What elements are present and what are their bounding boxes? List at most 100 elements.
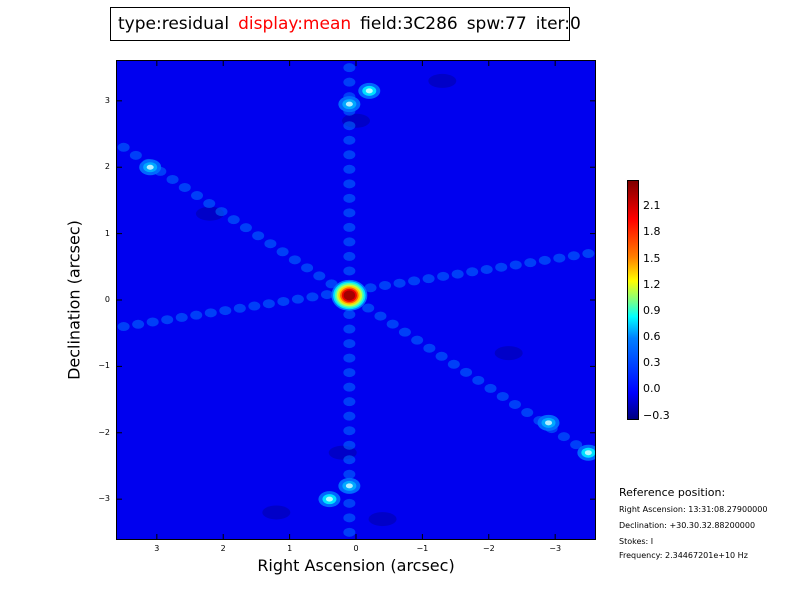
ridge-2-blob	[343, 251, 356, 261]
ridge-2-blob	[343, 266, 356, 276]
ridge-0-blob	[252, 231, 265, 241]
ridge-1-blob	[466, 267, 479, 277]
y-tick-label: 0	[104, 295, 110, 304]
y-tick-label: 2	[104, 162, 110, 172]
ridge-2-blob	[343, 353, 356, 363]
title-display: display:mean	[238, 14, 352, 34]
ridge-2-blob	[343, 324, 356, 334]
ridge-0-blob	[362, 303, 375, 313]
ridge-0-blob	[570, 440, 583, 450]
ridge-2-blob	[343, 135, 356, 145]
spot-core	[345, 483, 353, 489]
ridge-0-blob	[435, 351, 448, 361]
ridge-1-blob	[204, 308, 217, 318]
colorbar-tick-label: 1.2	[643, 277, 661, 291]
ridge-2-blob	[343, 77, 356, 87]
ridge-1-blob	[277, 296, 290, 306]
reference-stokes: Stokes: I	[619, 537, 654, 546]
ridge-0-blob	[227, 215, 240, 225]
x-tick-label: 1	[287, 544, 293, 553]
ridge-2-blob	[343, 382, 356, 392]
ridge-0-blob	[313, 271, 326, 281]
ridge-0-blob	[447, 359, 460, 369]
colorbar-tick-label: 0.6	[643, 330, 661, 344]
ridge-2-blob	[343, 121, 356, 131]
colorbar-tick-label: 2.1	[643, 199, 661, 213]
x-tick-label: −2	[482, 544, 495, 553]
ridge-0-blob	[472, 375, 485, 385]
plot-title-box: type:residual display:mean field:3C286 s…	[110, 7, 581, 41]
ridge-0-blob	[460, 367, 473, 377]
ridge-0-blob	[203, 199, 216, 209]
ridge-2-blob	[343, 150, 356, 160]
ridge-1-blob	[495, 262, 508, 272]
y-tick-label: −3	[98, 494, 110, 504]
ridge-2-blob	[343, 310, 356, 320]
x-tick-label: 3	[154, 544, 160, 553]
ridge-1-blob	[248, 301, 261, 311]
dark-mottle-6	[494, 346, 523, 361]
colorbar-tick-label: 0.3	[643, 356, 661, 370]
ridge-2-blob	[343, 208, 356, 218]
ridge-2-blob	[343, 411, 356, 421]
ridge-2-blob	[343, 164, 356, 174]
ridge-0-blob	[129, 150, 142, 160]
reference-heading: Reference position:	[619, 486, 726, 499]
ridge-1-blob	[538, 255, 551, 265]
colorbar	[627, 180, 639, 420]
y-axis-label: Declination (arcsec)	[64, 220, 84, 380]
ridge-0-blob	[276, 247, 289, 257]
ridge-0-blob	[508, 399, 521, 409]
reference-frequency: Frequency: 2.34467201e+10 Hz	[619, 551, 748, 560]
ridge-0-blob	[288, 255, 301, 265]
ridge-1-blob	[582, 249, 595, 259]
ridge-2-blob	[343, 527, 356, 537]
ridge-0-blob	[557, 432, 570, 442]
ridge-1-blob	[219, 306, 232, 316]
colorbar-tick-label: 1.5	[643, 251, 661, 265]
image-plot-area[interactable]	[116, 60, 596, 540]
spot-core	[345, 101, 353, 107]
ridge-1-blob	[567, 251, 580, 261]
ridge-0-blob	[215, 207, 228, 217]
axis-tick-marks	[117, 61, 595, 539]
ridge-1-blob	[422, 274, 435, 284]
colorbar-tick-label: 1.8	[643, 225, 661, 239]
ridge-1-blob	[262, 299, 275, 309]
ridge-0-blob	[117, 142, 130, 152]
ridge-2-blob	[343, 397, 356, 407]
ridge-2-blob	[343, 498, 356, 508]
ridge-1-blob	[379, 280, 392, 290]
title-field: field:3C286	[360, 14, 458, 34]
title-type: type:residual	[118, 14, 230, 34]
ridge-1-blob	[233, 303, 246, 313]
ridge-1-blob	[364, 283, 377, 293]
ridge-2-blob	[343, 513, 356, 523]
ridge-1-blob	[291, 294, 304, 304]
x-tick-label: −1	[416, 544, 429, 553]
ridge-2-blob	[343, 179, 356, 189]
colorbar-tick-label: 0.9	[643, 303, 661, 317]
reference-dec: Declination: +30.30.32.88200000	[619, 521, 756, 530]
ridge-1-blob	[408, 276, 421, 286]
spot-core	[146, 164, 154, 170]
x-tick-label: 2	[220, 544, 226, 553]
ridge-2-blob	[343, 63, 356, 73]
ridge-0-blob	[264, 239, 277, 249]
ridge-2-blob	[343, 237, 356, 247]
ridge-2-blob	[343, 222, 356, 232]
ridge-0-blob	[423, 343, 436, 353]
ridge-0-blob	[191, 191, 204, 201]
ridge-1-blob	[306, 292, 319, 302]
ridge-2-blob	[343, 455, 356, 465]
spot-core	[325, 496, 333, 502]
y-tick-label: −1	[98, 361, 110, 371]
ridge-2-blob	[343, 426, 356, 436]
ridge-0-blob	[178, 182, 191, 192]
ridge-0-blob	[398, 327, 411, 337]
ridge-0-blob	[411, 335, 424, 345]
colorbar-tick-label: −0.3	[643, 408, 670, 422]
ridge-1-blob	[451, 269, 464, 279]
ridge-2-blob	[343, 469, 356, 479]
ridge-0-blob	[166, 174, 179, 184]
